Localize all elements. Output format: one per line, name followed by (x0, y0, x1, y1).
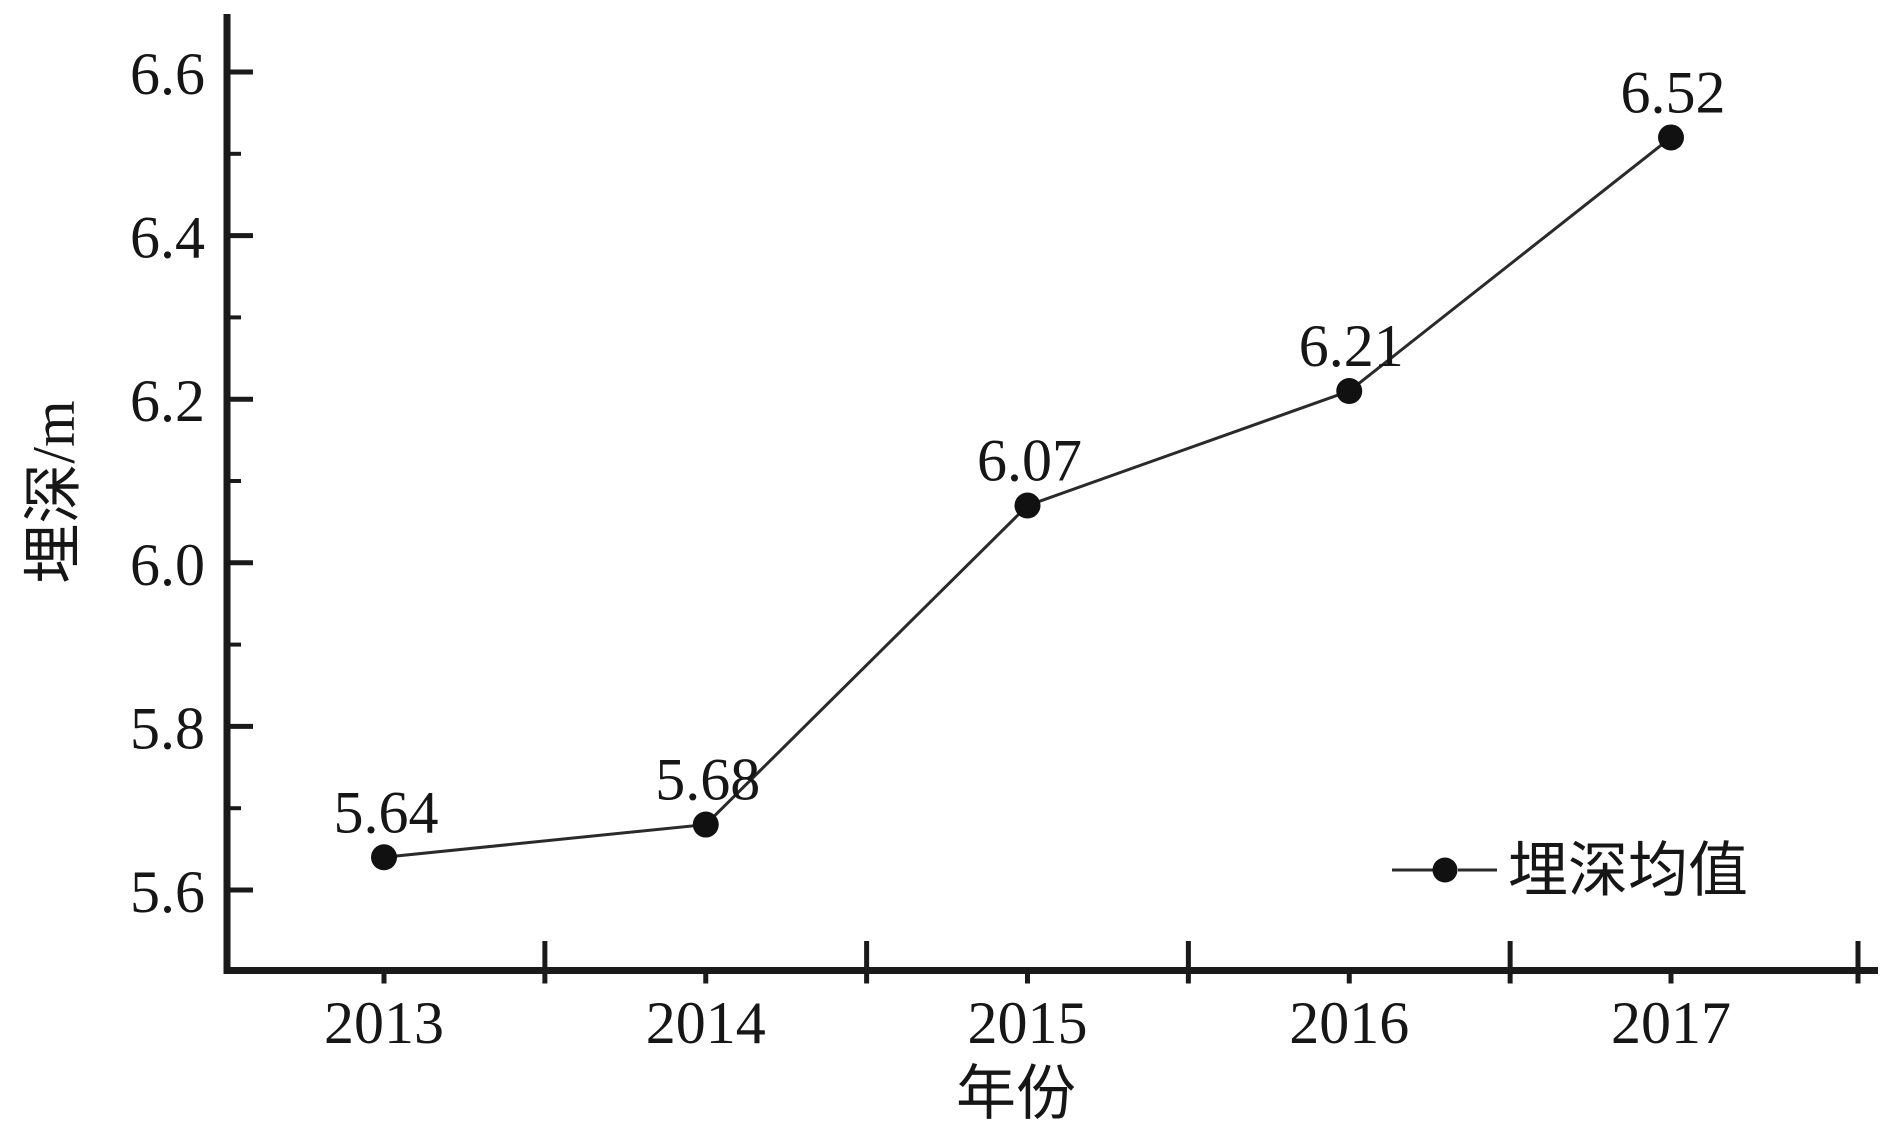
data-point-label-2014: 5.68 (655, 747, 760, 813)
data-point-marker-2016 (1336, 378, 1363, 405)
legend-marker-dot (1432, 857, 1458, 883)
data-point-label-2015: 6.07 (977, 428, 1082, 494)
y-tick-label-5.8: 5.8 (130, 695, 205, 761)
x-tick-label-2014: 2014 (646, 990, 766, 1056)
legend-label-mean-burial-depth: 埋深均值 (1508, 838, 1748, 904)
y-tick-label-6.2: 6.2 (130, 368, 205, 434)
y-axis-title: 埋深/m (21, 400, 87, 583)
y-tick-label-6.0: 6.0 (130, 532, 205, 598)
data-point-marker-2017 (1658, 124, 1684, 151)
x-tick-label-2013: 2013 (324, 990, 444, 1056)
data-point-label-2017: 6.52 (1621, 59, 1726, 125)
data-point-marker-2015 (1014, 492, 1041, 519)
x-tick-label-2015: 2015 (968, 990, 1088, 1056)
x-tick-label-2016: 2016 (1289, 990, 1409, 1056)
x-axis-title: 年份 (956, 1061, 1076, 1127)
y-tick-label-5.6: 5.6 (130, 859, 205, 925)
data-point-marker-2013 (371, 844, 397, 871)
data-point-label-2016: 6.21 (1299, 313, 1404, 379)
x-tick-label-2017: 2017 (1611, 990, 1731, 1056)
data-point-marker-2014 (692, 811, 719, 838)
data-point-label-2013: 5.64 (334, 779, 439, 845)
y-tick-label-6.4: 6.4 (130, 205, 205, 271)
y-tick-label-6.6: 6.6 (130, 41, 205, 107)
